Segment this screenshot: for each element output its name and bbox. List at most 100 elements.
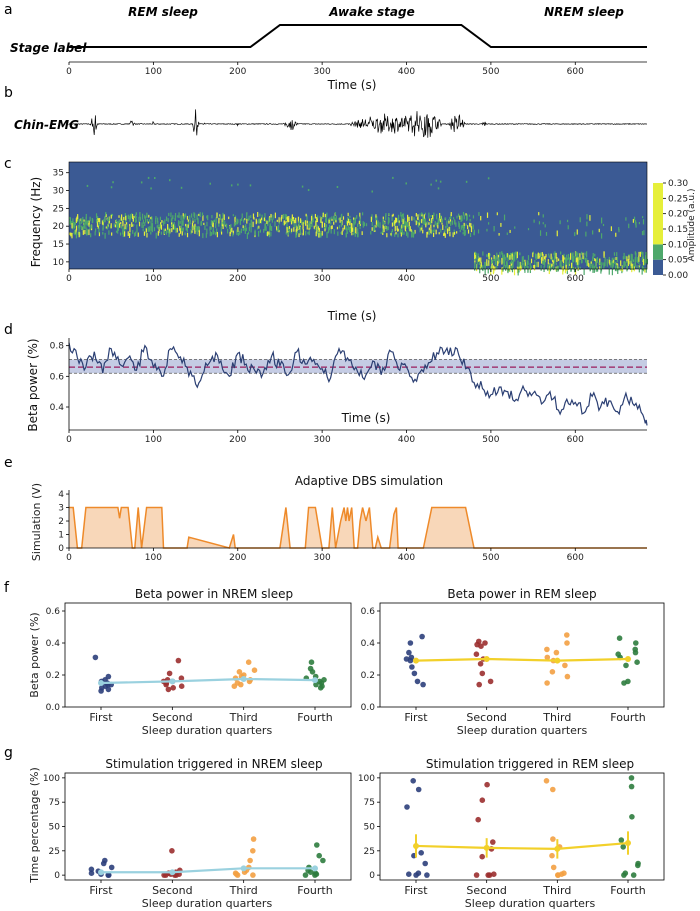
spec-speckle bbox=[220, 231, 223, 235]
a-x-tick-label: 300 bbox=[314, 67, 331, 77]
spec-speckle bbox=[615, 232, 617, 237]
data-point bbox=[485, 872, 492, 878]
data-point bbox=[98, 688, 104, 694]
spec-speckle bbox=[508, 254, 510, 259]
spec-speckle bbox=[349, 221, 351, 226]
e-y-tick-label: 2 bbox=[58, 517, 64, 527]
spec-speckle bbox=[341, 213, 343, 217]
spec-speckle bbox=[171, 223, 173, 226]
spec-speckle bbox=[548, 253, 550, 256]
data-point bbox=[564, 640, 570, 646]
spec-speckle bbox=[349, 215, 351, 218]
spec-speckle bbox=[596, 257, 599, 263]
spec-speckle bbox=[287, 231, 289, 236]
spec-speckle bbox=[439, 216, 441, 221]
spec-speckle bbox=[105, 226, 107, 229]
spec-speckle bbox=[476, 264, 478, 269]
panel-frame bbox=[64, 772, 352, 881]
spec-speckle bbox=[257, 226, 259, 230]
spec-speckle bbox=[338, 225, 341, 229]
spec-speckle bbox=[509, 261, 511, 265]
a-x-tick-label: 200 bbox=[229, 67, 246, 77]
q-y-tick-label: 0.2 bbox=[46, 671, 60, 681]
spec-speckle bbox=[630, 259, 632, 267]
spec-speckle bbox=[209, 226, 211, 231]
colorbar-mid bbox=[653, 244, 663, 260]
q-y-tick-label: 0.4 bbox=[361, 639, 376, 649]
spec-speckle bbox=[613, 252, 616, 256]
spec-speckle bbox=[434, 221, 436, 226]
spec-speckle bbox=[408, 221, 410, 227]
spec-speckle bbox=[69, 217, 72, 223]
spec-speckle bbox=[565, 264, 567, 271]
spec-speckle bbox=[270, 215, 272, 221]
spec-speckle bbox=[437, 222, 439, 229]
g2-title: Stimulation triggered in REM sleep bbox=[426, 757, 634, 771]
c-y-tick-label: 35 bbox=[53, 169, 64, 179]
spec-speckle bbox=[259, 229, 262, 233]
data-point bbox=[320, 857, 326, 864]
spec-speckle bbox=[641, 251, 643, 255]
category-label: First bbox=[89, 711, 113, 724]
spec-speckle bbox=[610, 261, 612, 267]
spec-speckle bbox=[333, 221, 335, 225]
spec-speckle bbox=[573, 256, 575, 259]
data-point bbox=[475, 816, 482, 823]
spec-speckle bbox=[131, 213, 133, 219]
spec-speckle bbox=[158, 226, 160, 232]
spec-speckle bbox=[194, 227, 196, 234]
spec-speckle bbox=[91, 224, 93, 229]
spec-speckle bbox=[117, 226, 120, 231]
spec-speckle bbox=[370, 231, 372, 235]
spec-speckle bbox=[306, 220, 308, 224]
spec-speckle bbox=[136, 227, 138, 233]
spec-speckle bbox=[392, 176, 394, 179]
data-point bbox=[105, 872, 111, 878]
spec-speckle bbox=[529, 262, 531, 266]
spec-speckle bbox=[596, 267, 598, 270]
spec-speckle bbox=[603, 263, 605, 267]
spec-speckle bbox=[305, 230, 307, 236]
spec-speckle bbox=[414, 229, 416, 234]
spec-speckle bbox=[79, 222, 81, 227]
spec-speckle bbox=[527, 267, 529, 273]
mean-marker bbox=[483, 844, 490, 851]
spec-speckle bbox=[622, 265, 624, 269]
data-point bbox=[479, 670, 486, 677]
q-y-tick-label: 25 bbox=[364, 847, 375, 857]
spec-speckle bbox=[422, 215, 424, 221]
data-point bbox=[166, 670, 173, 677]
spec-speckle bbox=[598, 262, 600, 265]
spec-speckle bbox=[186, 228, 188, 233]
spec-speckle bbox=[469, 233, 472, 238]
spec-speckle bbox=[570, 253, 572, 260]
spec-speckle bbox=[122, 229, 124, 235]
spec-speckle bbox=[113, 223, 115, 227]
spec-speckle bbox=[301, 219, 303, 226]
spec-speckle bbox=[488, 252, 490, 257]
spec-speckle bbox=[340, 221, 343, 227]
spec-speckle bbox=[519, 265, 521, 270]
spec-speckle bbox=[71, 220, 73, 225]
spec-speckle bbox=[237, 183, 239, 186]
spec-speckle bbox=[616, 252, 618, 257]
c-y-tick-label: 30 bbox=[53, 187, 65, 197]
spec-speckle bbox=[125, 215, 127, 221]
data-point bbox=[420, 681, 426, 688]
spec-speckle bbox=[548, 267, 550, 275]
spec-speckle bbox=[380, 231, 382, 234]
spec-speckle bbox=[284, 221, 286, 225]
panel-frame bbox=[379, 602, 665, 708]
spec-speckle bbox=[302, 227, 304, 230]
spec-speckle bbox=[430, 229, 433, 235]
spec-speckle bbox=[264, 223, 266, 228]
spec-speckle bbox=[460, 217, 462, 223]
spec-speckle bbox=[552, 260, 554, 267]
spec-speckle bbox=[69, 216, 71, 220]
spec-speckle bbox=[566, 254, 568, 260]
data-point bbox=[92, 654, 99, 661]
spec-speckle bbox=[524, 265, 526, 271]
spec-speckle bbox=[293, 227, 295, 232]
spec-speckle bbox=[642, 256, 644, 262]
spec-speckle bbox=[608, 256, 610, 260]
